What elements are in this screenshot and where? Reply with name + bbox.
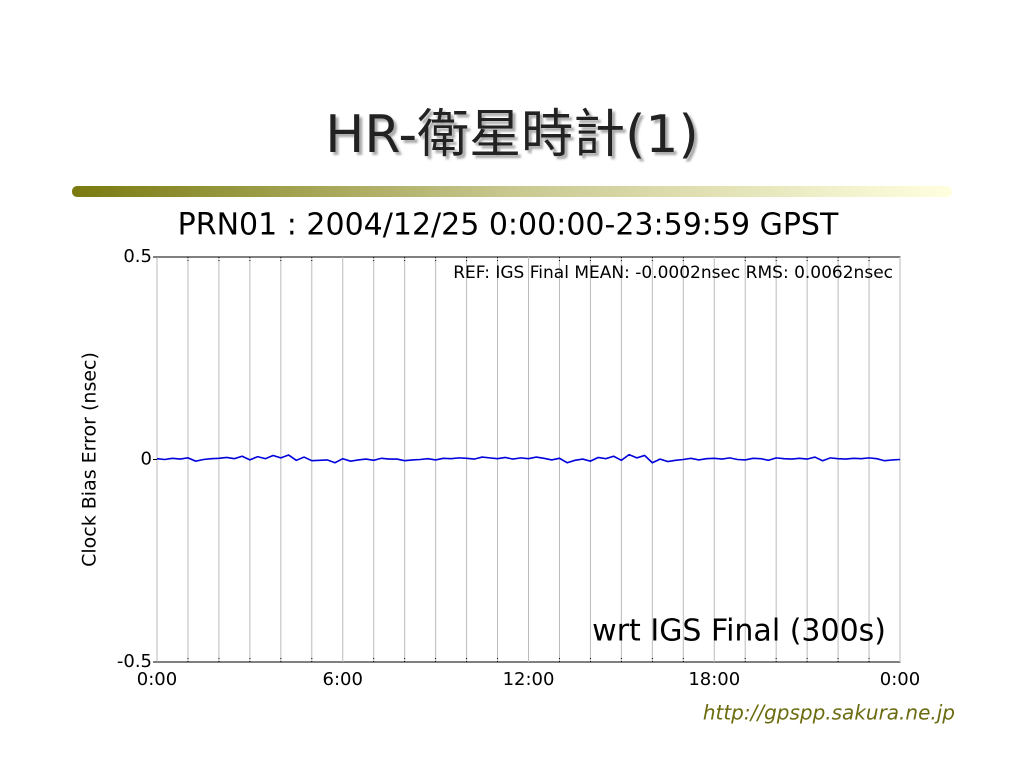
y-axis-label: Clock Bias Error (nsec) (79, 352, 101, 567)
title-underline (72, 186, 952, 197)
data-line (156, 453, 901, 464)
slide-title: HR-衛星時計(1) (325, 105, 699, 165)
annotation: REF: IGS Final MEAN: -0.0002nsec RMS: 0.… (453, 263, 893, 283)
x-tick-label: 0:00 (137, 669, 177, 690)
x-tick-label: 12:00 (503, 669, 555, 690)
chart-title: PRN01 : 2004/12/25 0:00:00-23:59:59 GPST (178, 208, 839, 243)
x-tick-label: 6:00 (323, 669, 363, 690)
x-tick-label: 18:00 (688, 669, 740, 690)
y-tick-label: 0.5 (123, 246, 152, 267)
annotation: wrt IGS Final (300s) (592, 614, 886, 649)
y-tick-label: 0 (141, 449, 152, 470)
x-tick-label: 0:00 (880, 669, 920, 690)
y-tick-label: -0.5 (117, 651, 152, 672)
footer-url: http://gpspp.sakura.ne.jp (703, 701, 955, 725)
